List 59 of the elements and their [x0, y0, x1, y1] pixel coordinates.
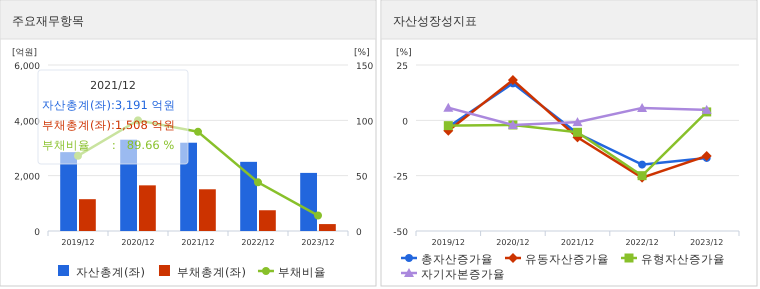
point [702, 150, 712, 161]
x-tick-label: 2020/12 [496, 238, 530, 247]
y-tick-label: 2,000 [14, 172, 40, 183]
point [443, 102, 454, 112]
x-tick-label: 2022/12 [625, 238, 659, 247]
annotation: 자산총계(좌):3,191 억원 [42, 98, 176, 112]
x-tick-label: 2023/12 [301, 238, 335, 247]
y-axis-title: [억원] [12, 48, 38, 58]
point [254, 178, 262, 186]
y2-tick-label: 100 [356, 117, 374, 128]
x-tick-label: 2021/12 [181, 238, 215, 247]
point [74, 152, 82, 160]
point [572, 117, 582, 126]
bar [240, 162, 257, 231]
legend-label: 총자산증가율 [421, 252, 493, 266]
bar [259, 210, 276, 231]
y-tick-label: 0 [402, 117, 408, 128]
bar [139, 185, 156, 231]
point [314, 212, 322, 220]
y2-tick-label: 50 [356, 172, 368, 183]
point [508, 75, 518, 86]
bar [199, 189, 216, 231]
x-tick-label: 2022/12 [241, 238, 275, 247]
chart-title: 자산성장성지표 [393, 14, 477, 28]
x-tick-label: 2020/12 [121, 238, 155, 247]
bar [79, 199, 96, 231]
point [194, 128, 202, 136]
x-tick-label: 2021/12 [560, 238, 594, 247]
legend-label: 자기자본증가율 [421, 267, 505, 281]
annotation: 2021/12 [90, 79, 136, 92]
bar [319, 224, 336, 231]
bar [60, 152, 77, 231]
y2-tick-label: 150 [356, 62, 374, 72]
legend-label: 부채총계(좌) [176, 265, 246, 279]
y-tick-label: -25 [393, 172, 408, 183]
y-tick-label: 6,000 [14, 62, 40, 72]
legend-label: 자산총계(좌) [76, 265, 145, 279]
legend-label: 부채비율 [278, 265, 326, 279]
x-tick-label: 2023/12 [690, 238, 724, 247]
y2-tick-label: 0 [356, 228, 362, 238]
point [638, 160, 646, 169]
point [638, 171, 647, 180]
bar [180, 142, 197, 231]
y-tick-label: 4,000 [14, 117, 40, 128]
legend-label: 유형자산증가율 [641, 252, 725, 266]
point [702, 104, 712, 114]
legend-label: 유동자산증가율 [525, 252, 609, 266]
chart-title: 주요재무항목 [12, 14, 84, 28]
annotation: 부채총계(좌):1,508 억원 [42, 118, 176, 132]
x-tick-label: 2019/12 [61, 238, 95, 247]
y-axis-title: [%] [396, 48, 412, 58]
y-tick-label: -50 [393, 228, 408, 238]
x-tick-label: 2019/12 [432, 238, 465, 247]
point [637, 102, 648, 112]
y2-axis-title: [%] [354, 48, 370, 58]
annotation: 부채비율 : 89.66 % [42, 138, 174, 152]
y-tick-label: 25 [396, 62, 408, 72]
bar [300, 172, 317, 231]
y-tick-label: 0 [34, 228, 40, 238]
